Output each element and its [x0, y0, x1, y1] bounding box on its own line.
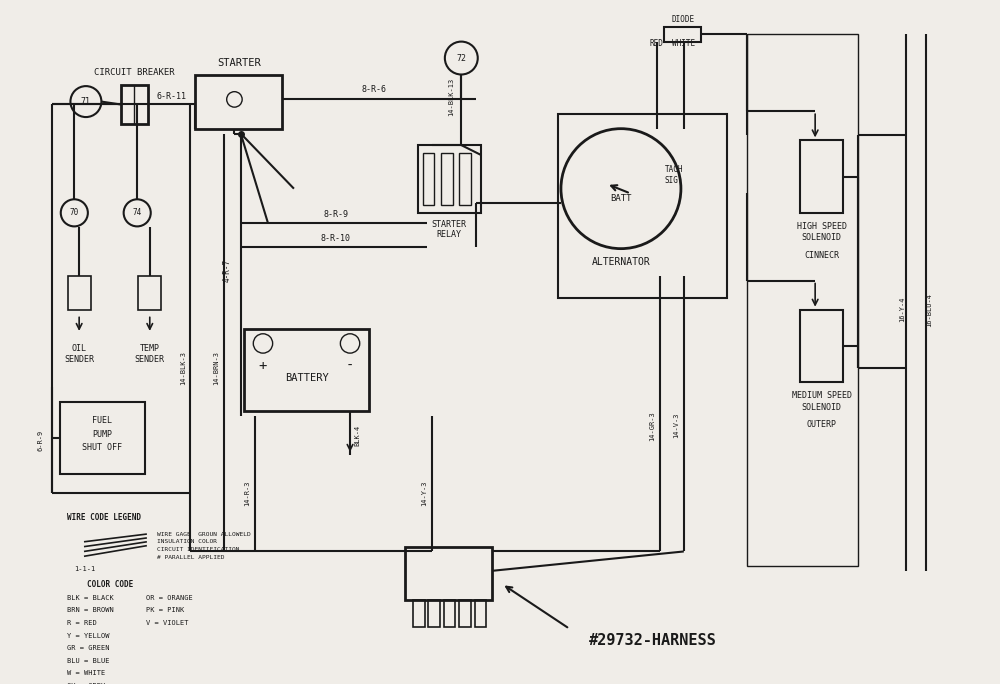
Text: BLU = BLUE: BLU = BLUE: [67, 658, 109, 663]
Text: SENDER: SENDER: [135, 356, 165, 365]
Text: SENDER: SENDER: [64, 356, 94, 365]
Text: 14-V-3: 14-V-3: [673, 413, 679, 438]
Text: #29732-HARNESS: #29732-HARNESS: [589, 633, 717, 648]
Bar: [800, 310, 843, 382]
Text: INSULATION COLOR: INSULATION COLOR: [157, 539, 217, 544]
Text: BLK = BLACK: BLK = BLACK: [67, 595, 113, 601]
Text: DIODE: DIODE: [671, 15, 694, 24]
Text: 8-R-6: 8-R-6: [362, 86, 387, 94]
Text: 4-R-7: 4-R-7: [223, 259, 232, 282]
Text: BATTERY: BATTERY: [285, 373, 328, 383]
Text: MEDIUM SPEED: MEDIUM SPEED: [792, 391, 852, 400]
Text: RELAY: RELAY: [437, 230, 462, 239]
Text: OR = ORANGE: OR = ORANGE: [146, 595, 193, 601]
Text: HIGH SPEED: HIGH SPEED: [797, 222, 847, 231]
Text: SIG.: SIG.: [664, 176, 683, 185]
Text: 14-BRN-3: 14-BRN-3: [214, 351, 220, 384]
Text: SHUT OFF: SHUT OFF: [82, 443, 122, 452]
Bar: [413, 600, 425, 627]
Text: 14-BLK-3: 14-BLK-3: [180, 351, 186, 384]
Text: 6-R-9: 6-R-9: [37, 430, 43, 451]
Text: PUMP: PUMP: [92, 430, 112, 439]
Bar: [459, 153, 471, 205]
Text: W = WHITE: W = WHITE: [67, 670, 105, 676]
Text: RED: RED: [650, 39, 664, 48]
Text: PK = PINK: PK = PINK: [146, 607, 184, 614]
Text: 14-R-3: 14-R-3: [244, 481, 250, 506]
Text: ALTERNATOR: ALTERNATOR: [592, 257, 650, 267]
Bar: [747, 34, 858, 566]
Text: SOLENOID: SOLENOID: [802, 403, 842, 412]
Text: 14-BLK-13: 14-BLK-13: [449, 77, 455, 116]
Text: FUEL: FUEL: [92, 417, 112, 425]
Text: GY = GREY: GY = GREY: [67, 683, 105, 684]
Text: -: -: [346, 358, 354, 373]
Text: R = RED: R = RED: [67, 620, 96, 626]
Text: 16-BLU-4: 16-BLU-4: [927, 293, 933, 326]
Text: Y = YELLOW: Y = YELLOW: [67, 633, 109, 639]
Text: OUTERP: OUTERP: [807, 420, 837, 430]
Text: 71: 71: [81, 97, 91, 106]
Bar: [428, 600, 440, 627]
Bar: [558, 114, 727, 298]
Text: 72: 72: [456, 53, 466, 62]
Bar: [475, 600, 486, 627]
Text: # PARALLEL APPLIED: # PARALLEL APPLIED: [157, 555, 224, 560]
Text: V = VIOLET: V = VIOLET: [146, 620, 188, 626]
Text: 1-1-1: 1-1-1: [74, 566, 96, 572]
Bar: [441, 153, 453, 205]
Text: SOLENOID: SOLENOID: [802, 233, 842, 243]
Text: +: +: [259, 358, 267, 373]
Text: BATT: BATT: [610, 194, 632, 203]
Text: 8-R-9: 8-R-9: [323, 210, 348, 220]
Text: 6-R-11: 6-R-11: [156, 92, 186, 101]
Text: 8-R-10: 8-R-10: [321, 235, 351, 244]
Text: STARTER: STARTER: [217, 57, 261, 68]
Bar: [423, 153, 434, 205]
Text: 70: 70: [70, 209, 79, 218]
Bar: [68, 276, 91, 310]
Bar: [121, 85, 148, 124]
Text: TEMP: TEMP: [140, 344, 160, 353]
Text: GR = GREEN: GR = GREEN: [67, 645, 109, 651]
Text: CIRCUIT IDENTIFICATION: CIRCUIT IDENTIFICATION: [157, 547, 239, 552]
Text: WIRE GAGE  GROUN ALLOWELD: WIRE GAGE GROUN ALLOWELD: [157, 531, 250, 536]
Bar: [418, 145, 481, 213]
Text: TACH: TACH: [664, 165, 683, 174]
Bar: [138, 276, 161, 310]
Text: STARTER: STARTER: [432, 220, 467, 229]
Bar: [405, 547, 492, 600]
Bar: [60, 402, 145, 474]
Text: 14-Y-3: 14-Y-3: [422, 481, 428, 506]
Text: OIL: OIL: [72, 344, 87, 353]
Text: WIRE CODE LEGEND: WIRE CODE LEGEND: [67, 513, 141, 522]
Text: 74: 74: [133, 209, 142, 218]
Bar: [664, 27, 701, 42]
Bar: [800, 140, 843, 213]
Bar: [444, 600, 455, 627]
Bar: [244, 329, 369, 411]
Text: BLK-4: BLK-4: [355, 425, 361, 446]
Bar: [459, 600, 471, 627]
Bar: [195, 75, 282, 129]
Text: WHITE: WHITE: [672, 39, 695, 48]
Text: 14-GR-3: 14-GR-3: [649, 411, 655, 440]
Text: CINNECR: CINNECR: [804, 251, 839, 260]
Text: BRN = BROWN: BRN = BROWN: [67, 607, 113, 614]
Text: CIRCUIT BREAKER: CIRCUIT BREAKER: [94, 68, 175, 77]
Text: 16-Y-4: 16-Y-4: [899, 297, 905, 322]
Text: COLOR CODE: COLOR CODE: [87, 580, 133, 589]
